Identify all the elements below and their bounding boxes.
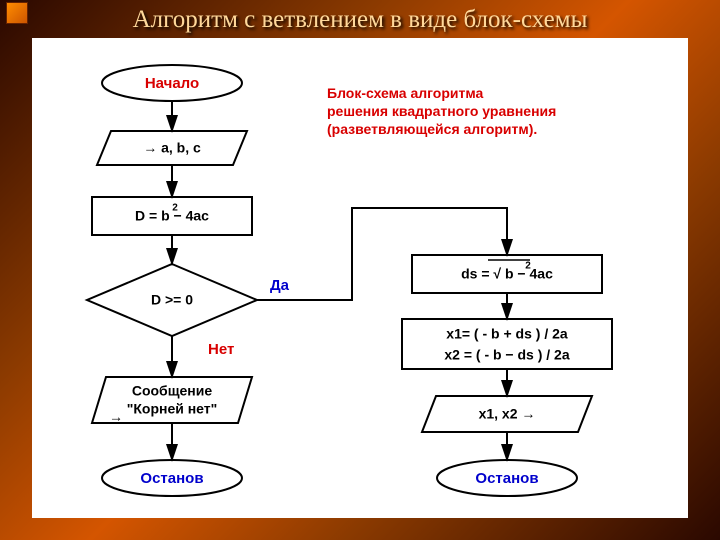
node-start: Начало (102, 65, 242, 101)
svg-text:"Корней нет": "Корней нет" (127, 401, 218, 417)
svg-text:ds = √ b − 4ac: ds = √ b − 4ac (461, 266, 553, 282)
node-dec: D >= 0 (87, 264, 257, 336)
caption-line: Блок-схема алгоритма (327, 85, 484, 101)
node-stop1: Останов (102, 460, 242, 496)
node-calcDS: ds = √ b − 4ac2 (412, 255, 602, 293)
slide-title: Алгоритм с ветвлением в виде блок-схемы (0, 0, 720, 38)
caption-line: (разветвляющейся алгоритм). (327, 121, 537, 137)
svg-text:x1, x2 →: x1, x2 → (479, 406, 536, 422)
decorative-square (6, 2, 28, 24)
svg-text:D >= 0: D >= 0 (151, 292, 193, 308)
svg-text:2: 2 (172, 203, 178, 214)
svg-text:→ a, b, c: → a, b, c (143, 140, 201, 156)
flowchart-svg: Блок-схема алгоритма решения квадратного … (32, 38, 688, 518)
branch-label: Нет (208, 341, 234, 358)
node-msg: Сообщение "Корней нет"→ (92, 377, 252, 425)
svg-text:2: 2 (525, 261, 531, 272)
node-outX: x1, x2 → (422, 396, 592, 432)
node-calcD: D = b − 4ac2 (92, 197, 252, 235)
flowchart-canvas: Блок-схема алгоритма решения квадратного … (32, 38, 688, 518)
caption-line: решения квадратного уравнения (327, 103, 556, 119)
svg-text:→: → (109, 409, 123, 425)
svg-text:x2 = ( - b − ds ) / 2a: x2 = ( - b − ds ) / 2a (444, 347, 569, 363)
branch-label: Да (270, 277, 290, 294)
svg-text:Останов: Останов (140, 470, 203, 487)
node-input: → a, b, c (97, 131, 247, 165)
node-calcX: x1= ( - b + ds ) / 2a x2 = ( - b − ds ) /… (402, 319, 612, 369)
svg-text:Начало: Начало (145, 75, 199, 92)
svg-text:x1= ( - b + ds ) / 2a: x1= ( - b + ds ) / 2a (446, 326, 568, 342)
svg-text:Останов: Останов (475, 470, 538, 487)
svg-text:Сообщение: Сообщение (132, 383, 213, 399)
node-stop2: Останов (437, 460, 577, 496)
